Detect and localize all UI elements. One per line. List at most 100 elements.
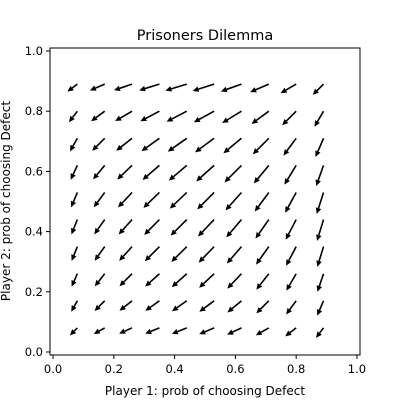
quiver-arrow (253, 164, 270, 184)
quiver-arrow (199, 300, 215, 312)
quiver-arrow-head (71, 227, 77, 235)
quiver-arrow (94, 300, 106, 311)
quiver-arrow-shaft (121, 191, 133, 204)
quiver-arrow-head (94, 304, 101, 311)
quiver-arrow-head (142, 173, 149, 180)
quiver-arrow (116, 137, 133, 151)
quiver-arrow-head (114, 85, 121, 91)
quiver-arrow-head (145, 305, 152, 311)
quiver-arrow-shaft (177, 327, 188, 333)
quiver-arrow-shaft (71, 83, 78, 89)
quiver-arrow (199, 327, 215, 335)
quiver-arrow-shaft (119, 110, 133, 119)
quiver-arrow (119, 327, 133, 334)
chart-title: Prisoners Dilemma (137, 28, 273, 44)
quiver-arrow-head (69, 144, 76, 152)
quiver-arrow (227, 327, 242, 335)
quiver-arrow-head (93, 200, 100, 208)
quiver-arrow-head (315, 150, 321, 157)
quiver-arrow-head (193, 116, 201, 123)
quiver-arrow (142, 164, 160, 180)
quiver-arrow-head (171, 329, 179, 335)
quiver-arrow-shaft (150, 327, 160, 333)
quiver-arrow-shaft (198, 110, 215, 121)
quiver-arrow-shaft (230, 273, 243, 285)
quiver-arrow (192, 83, 215, 92)
quiver-arrow-shaft (317, 137, 325, 152)
quiver-arrow (256, 246, 270, 265)
quiver-arrow-head (140, 115, 147, 122)
quiver-arrow-head (171, 255, 178, 262)
quiver-arrow-head (116, 144, 123, 151)
quiver-arrow (69, 327, 78, 336)
quiver-arrow-shaft (73, 327, 78, 332)
quiver-arrow-shaft (96, 164, 106, 176)
quiver-arrow (114, 83, 133, 91)
quiver-arrow-head (171, 305, 179, 312)
y-axis-label: Player 2: prob of choosing Defect (0, 101, 13, 301)
quiver-arrow-shaft (122, 219, 133, 231)
quiver-arrow-shaft (288, 273, 297, 286)
quiver-arrow (197, 191, 215, 210)
quiver-arrow-head (316, 260, 322, 267)
quiver-arrow-head (145, 280, 152, 287)
quiver-arrow-head (197, 203, 204, 210)
quiver-arrow (283, 137, 297, 156)
quiver-arrow (118, 219, 133, 235)
quiver-arrow-head (144, 255, 152, 262)
quiver-arrow-head (70, 173, 76, 180)
quiver-arrow (316, 300, 325, 316)
quiver-arrow (118, 191, 133, 208)
quiver-arrow-shaft (228, 164, 243, 179)
quiver-arrow-head (68, 115, 75, 123)
quiver-arrow (141, 137, 160, 152)
quiver-arrow-shaft (258, 219, 270, 235)
quiver-arrow-shaft (203, 300, 215, 309)
quiver-arrow-head (93, 173, 100, 180)
quiver-arrow-shaft (289, 327, 297, 334)
quiver-arrow-shaft (72, 165, 79, 175)
quiver-arrow-shaft (171, 110, 188, 120)
quiver-arrow-head (315, 331, 322, 338)
quiver-arrow (145, 300, 160, 311)
quiver-arrow (256, 300, 270, 314)
quiver-arrow (168, 164, 188, 181)
quiver-arrow (71, 273, 79, 287)
y-tick-label: 0.8 (25, 104, 43, 118)
quiver-arrow (316, 273, 325, 292)
quiver-arrow-head (94, 254, 101, 261)
quiver-arrow-head (250, 87, 257, 93)
quiver-arrow-shaft (95, 110, 106, 119)
quiver-arrow-head (284, 178, 290, 185)
quiver-arrow-shaft (72, 137, 79, 147)
quiver-arrow-head (118, 228, 125, 235)
quiver-arrow-shaft (286, 164, 297, 180)
quiver-arrow-shaft (123, 300, 133, 308)
quiver-arrow-shaft (119, 83, 133, 90)
quiver-arrow-head (227, 282, 234, 289)
quiver-arrow (315, 137, 325, 157)
quiver-arrow-shaft (289, 300, 297, 311)
quiver-arrow (198, 219, 215, 237)
quiver-arrow (67, 83, 78, 92)
x-tick-label: 0.6 (226, 362, 244, 376)
quiver-arrow (195, 137, 215, 153)
quiver-arrow (71, 219, 79, 235)
plot-frame (49, 47, 361, 356)
quiver-arrow-shaft (147, 191, 160, 205)
quiver-arrow-head (94, 279, 101, 287)
quiver-arrow-head (226, 231, 233, 238)
quiver-arrow (315, 192, 325, 214)
quiver-arrow (226, 246, 243, 264)
quiver-arrow-head (316, 234, 322, 241)
quiver-arrow-shaft (172, 137, 188, 149)
quiver-arrow (89, 83, 106, 91)
quiver-arrow-shaft (173, 191, 188, 206)
quiver-arrow (71, 300, 79, 312)
quiver-arrow-head (141, 145, 149, 152)
quiver-arrow-head (169, 202, 177, 209)
quiver-arrow (167, 137, 188, 152)
quiver-arrow-head (256, 283, 263, 290)
quiver-arrow (255, 327, 270, 336)
quiver-arrow-head (222, 117, 229, 123)
